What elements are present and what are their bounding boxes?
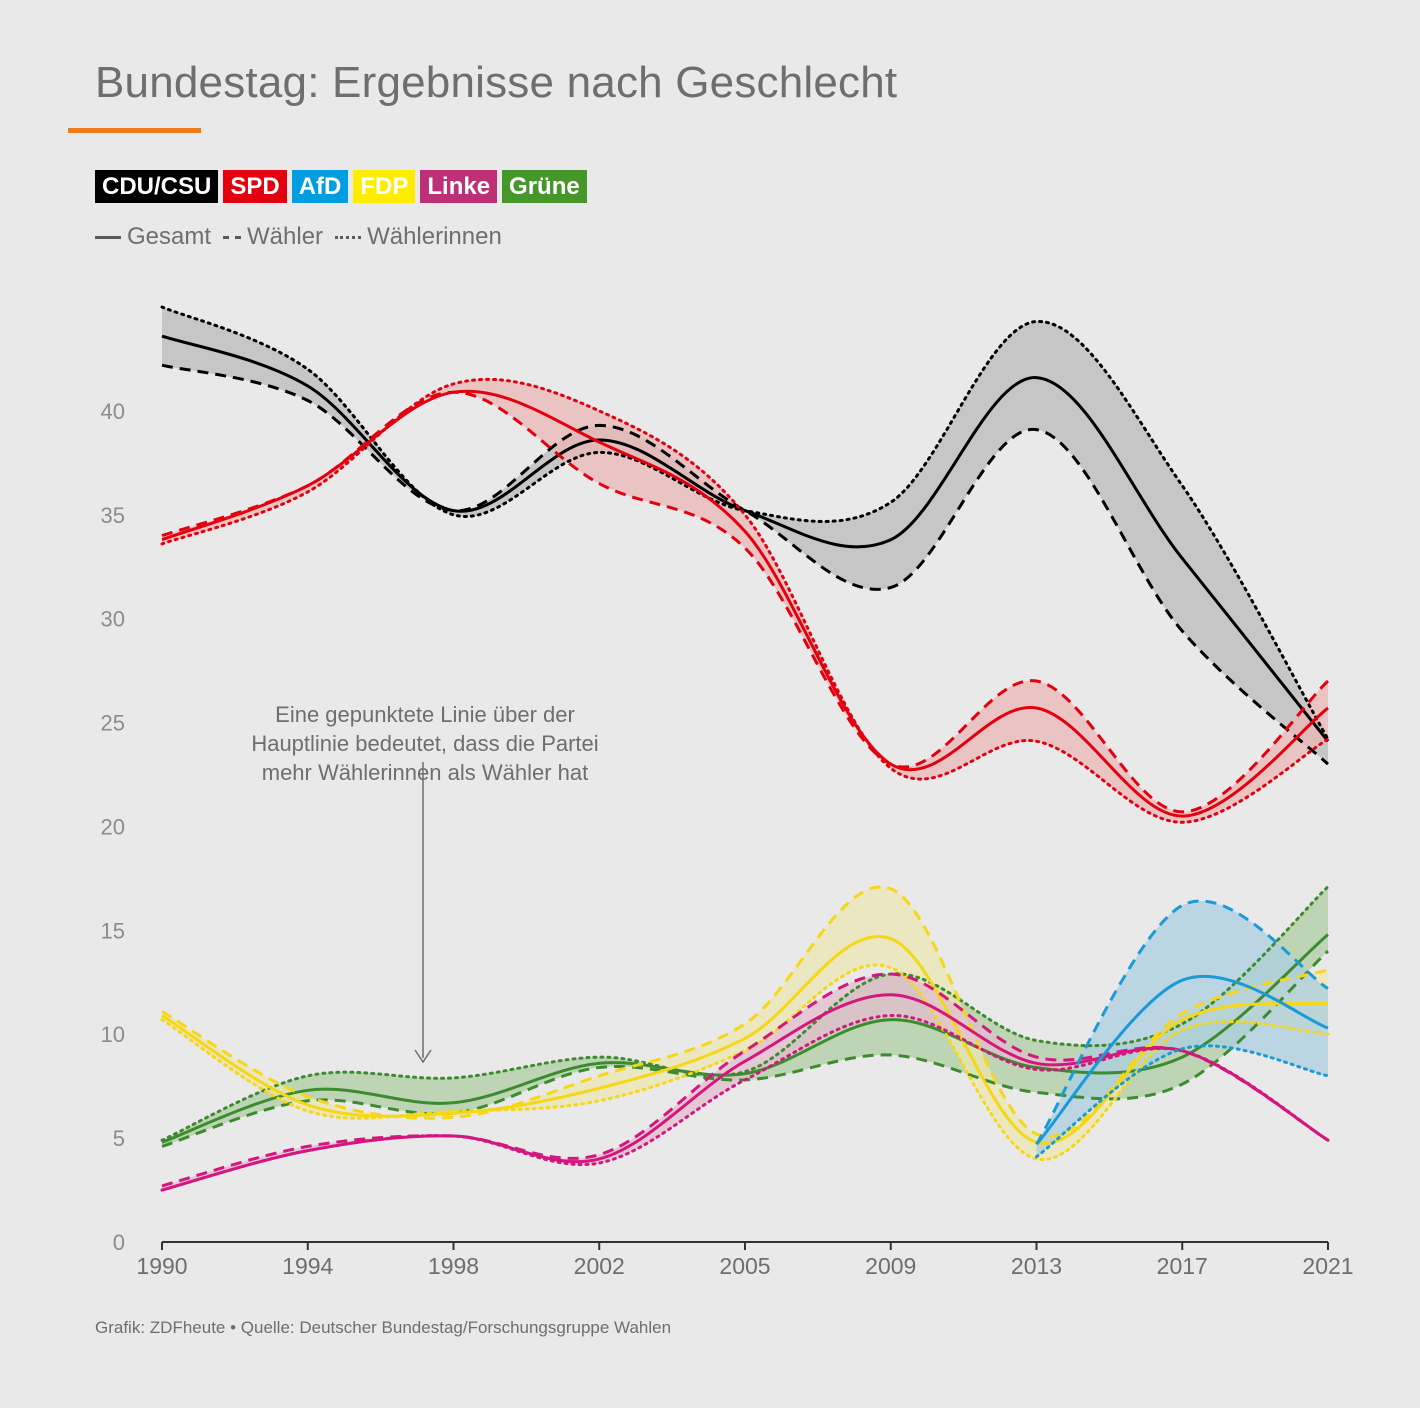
line-afd-waehler xyxy=(1035,899,1329,1146)
x-tick-label: 1998 xyxy=(428,1253,479,1279)
y-tick-label: 5 xyxy=(113,1126,125,1151)
y-tick-label: 40 xyxy=(101,399,125,424)
legend-chip-fdp: FDP xyxy=(353,170,416,203)
axis-layer: 0 5 10 15 20 25 30 35 40 1990 1994 1998 2002 2005 2009… xyxy=(101,399,1354,1279)
band-spd xyxy=(162,379,1328,823)
y-tick-label: 20 xyxy=(101,814,125,839)
legend-chip-afd: AfD xyxy=(291,170,349,203)
dotted-line-swatch xyxy=(335,235,362,239)
line-afd-gesamt xyxy=(1035,974,1329,1146)
line-layer xyxy=(160,305,1330,1192)
legend-gesamt: Gesamt xyxy=(127,223,212,250)
legend-chip-cdu: CDU/CSU xyxy=(95,170,219,203)
source-note: Grafik: ZDFheute • Quelle: Deutscher Bun… xyxy=(95,1318,672,1337)
line-linke-gesamt xyxy=(161,993,1329,1192)
line-gruene-gesamt xyxy=(161,933,1329,1144)
band-cdu-csu xyxy=(162,307,1328,765)
line-gruene-waehlerinnen xyxy=(160,885,1330,1142)
x-tick-label: 2013 xyxy=(1011,1253,1062,1279)
x-tick-label: 2017 xyxy=(1157,1253,1208,1279)
x-tick-label: 2005 xyxy=(719,1253,770,1279)
legend-chip-spd: SPD xyxy=(223,170,287,203)
y-tick-label: 0 xyxy=(113,1230,125,1255)
dashed-line-swatch xyxy=(223,235,242,239)
annotation-text: Hauptlinie bedeutet, dass die Partei xyxy=(251,731,598,756)
x-tick-label: 2002 xyxy=(574,1253,625,1279)
line-cdu-csu-waehler xyxy=(161,363,1330,766)
annotation-text: Eine gepunktete Linie über der xyxy=(275,702,575,727)
line-fdp-gesamt xyxy=(161,935,1329,1145)
line-fdp-waehler xyxy=(161,885,1329,1138)
line-style-legend: Gesamt Wähler Wählerinnen xyxy=(95,223,508,251)
y-tick-label: 15 xyxy=(101,918,125,943)
solid-line-swatch xyxy=(95,235,121,239)
legend-chip-gruene: Grüne xyxy=(502,170,587,203)
y-tick-label: 30 xyxy=(101,607,125,632)
legend-waehler: Wähler xyxy=(247,223,324,250)
y-tick-label: 35 xyxy=(101,503,125,528)
x-tick-label: 2009 xyxy=(865,1253,916,1279)
x-tick-label: 1990 xyxy=(136,1253,187,1279)
chart-title: Bundestag: Ergebnisse nach Geschlecht xyxy=(95,58,898,107)
annotation-layer: Eine gepunktete Linie über der Hauptlinie… xyxy=(251,702,599,1064)
y-tick-label: 25 xyxy=(101,711,125,736)
line-afd-waehlerinnen xyxy=(1035,1044,1330,1159)
legend-waehlerinnen: Wählerinnen xyxy=(367,223,502,250)
annotation-arrow-head xyxy=(414,1049,432,1064)
x-tick-label: 2021 xyxy=(1302,1253,1353,1279)
y-tick-label: 10 xyxy=(101,1022,125,1047)
x-tick-label: 1994 xyxy=(282,1253,333,1279)
line-cdu-csu-waehlerinnen xyxy=(160,305,1330,741)
party-legend: CDU/CSU SPD AfD FDP Linke Grüne xyxy=(95,170,587,203)
line-fdp-waehlerinnen xyxy=(160,963,1330,1161)
band-gruene xyxy=(162,886,1328,1147)
line-spd-gesamt xyxy=(161,389,1329,818)
line-spd-waehler xyxy=(161,390,1330,814)
legend-chip-linke: Linke xyxy=(420,170,498,203)
title-accent-bar xyxy=(68,128,201,133)
annotation-text: mehr Wählerinnen als Wähler hat xyxy=(262,760,588,785)
